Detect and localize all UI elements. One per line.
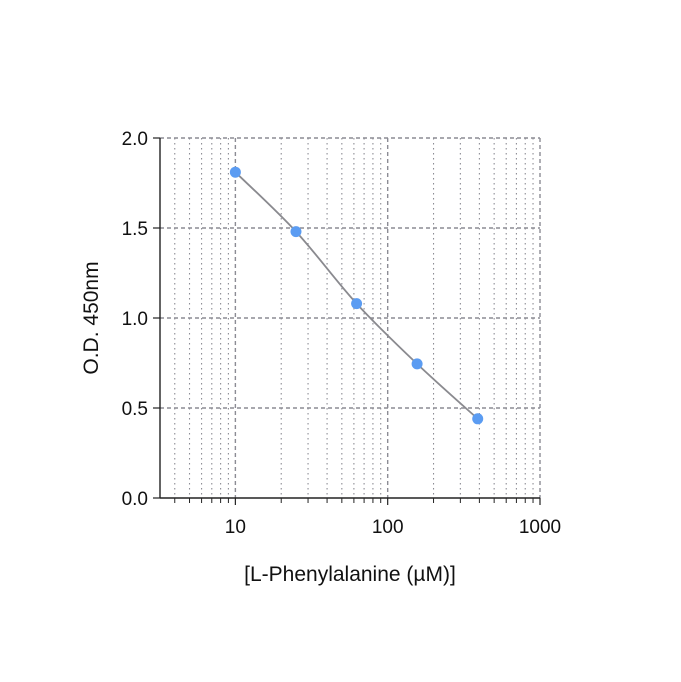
data-point — [411, 358, 423, 370]
data-point — [290, 226, 302, 238]
y-tick-label: 1.0 — [122, 309, 148, 330]
minor-gridlines — [174, 138, 534, 498]
fit-curve-group — [234, 171, 479, 420]
x-tick-label: 1000 — [519, 517, 561, 538]
fit-curve — [234, 171, 479, 420]
tick-marks — [153, 137, 541, 505]
y-tick-label: 2.0 — [122, 129, 148, 150]
y-tick-label: 0.5 — [122, 399, 148, 420]
y-axis-title: O.D. 450nm — [80, 261, 103, 374]
data-point — [472, 413, 484, 425]
x-tick-label: 100 — [372, 517, 404, 538]
tick-labels: 10 100 1000 0.0 0.5 1.0 1.5 2.0 — [122, 129, 562, 538]
y-tick-label: 1.5 — [122, 219, 148, 240]
data-points — [229, 166, 484, 425]
data-point — [351, 298, 363, 310]
data-point — [229, 166, 241, 178]
y-tick-label: 0.0 — [122, 489, 148, 510]
x-axis-title: [L-Phenylalanine (µM)] — [244, 563, 456, 586]
x-tick-label: 10 — [225, 517, 246, 538]
major-gridlines — [160, 137, 541, 498]
